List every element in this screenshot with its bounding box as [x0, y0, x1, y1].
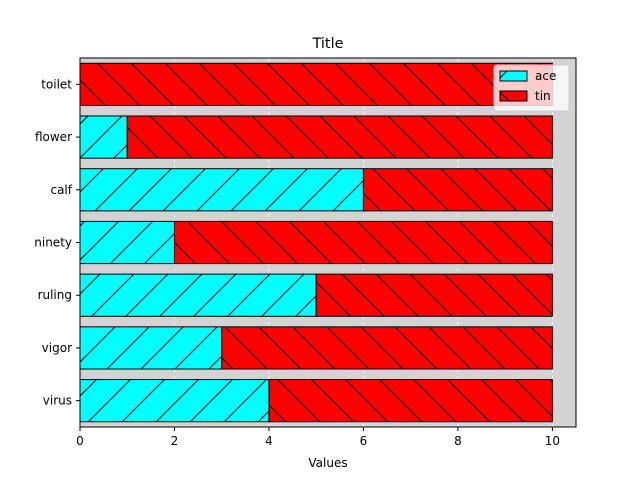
bar-hatch	[80, 63, 553, 106]
y-tick-label: ninety	[34, 236, 72, 250]
x-tick-label: 8	[454, 434, 462, 448]
x-axis-label: Values	[308, 456, 347, 470]
bar-hatch	[316, 274, 553, 317]
y-tick-label: calf	[50, 183, 72, 197]
bar-hatch	[221, 326, 553, 370]
x-tick-label: 2	[171, 434, 179, 448]
bar-hatch	[127, 115, 553, 159]
bar-hatch	[80, 221, 175, 264]
legend-label: ace	[535, 69, 556, 83]
chart-title: Title	[312, 36, 344, 52]
x-tick-label: 4	[265, 434, 273, 448]
y-tick-label: toilet	[41, 77, 72, 91]
bar-tin-vigor	[221, 326, 553, 370]
y-tick-label: virus	[43, 394, 72, 408]
bar-ace-calf	[79, 168, 364, 212]
x-tick-label: 10	[545, 434, 560, 448]
bar-tin-flower	[126, 115, 553, 159]
bar-ace-flower	[79, 115, 128, 159]
y-tick-label: ruling	[38, 288, 72, 302]
legend: ace tin	[493, 64, 570, 112]
bar-hatch	[80, 274, 317, 317]
bar-hatch	[363, 168, 553, 211]
legend-entry-tin: tin	[499, 89, 551, 103]
bar-hatch	[268, 379, 553, 422]
legend-entry-ace: ace	[499, 69, 556, 83]
x-tick-label: 6	[360, 434, 368, 448]
bar-tin-virus	[268, 379, 553, 423]
bar-tin-ninety	[173, 220, 553, 265]
bar-ace-virus	[79, 379, 270, 423]
bar-hatch	[174, 221, 553, 264]
bar-ace-vigor	[79, 326, 223, 370]
bar-hatch	[80, 326, 222, 370]
bar-tin-ruling	[315, 273, 553, 317]
bars	[79, 62, 553, 423]
legend-label: tin	[535, 89, 551, 103]
legend-swatch-hatch	[500, 91, 527, 101]
x-axis-ticks: 0 2 4 6 8 10	[76, 427, 560, 448]
y-tick-label: vigor	[42, 341, 72, 355]
bar-hatch	[80, 115, 128, 159]
bar-ace-ruling	[79, 273, 317, 317]
x-tick-label: 0	[76, 434, 84, 448]
bar-tin-calf	[362, 168, 553, 212]
legend-swatch-hatch	[500, 71, 527, 81]
bar-hatch	[80, 379, 269, 422]
bar-tin-toilet	[79, 62, 553, 106]
bar-ace-ninety	[79, 220, 175, 265]
y-tick-label: flower	[35, 130, 72, 144]
y-axis-ticks: virus vigor ruling ninety calf flower toilet	[34, 77, 80, 408]
bar-hatch	[80, 168, 364, 211]
